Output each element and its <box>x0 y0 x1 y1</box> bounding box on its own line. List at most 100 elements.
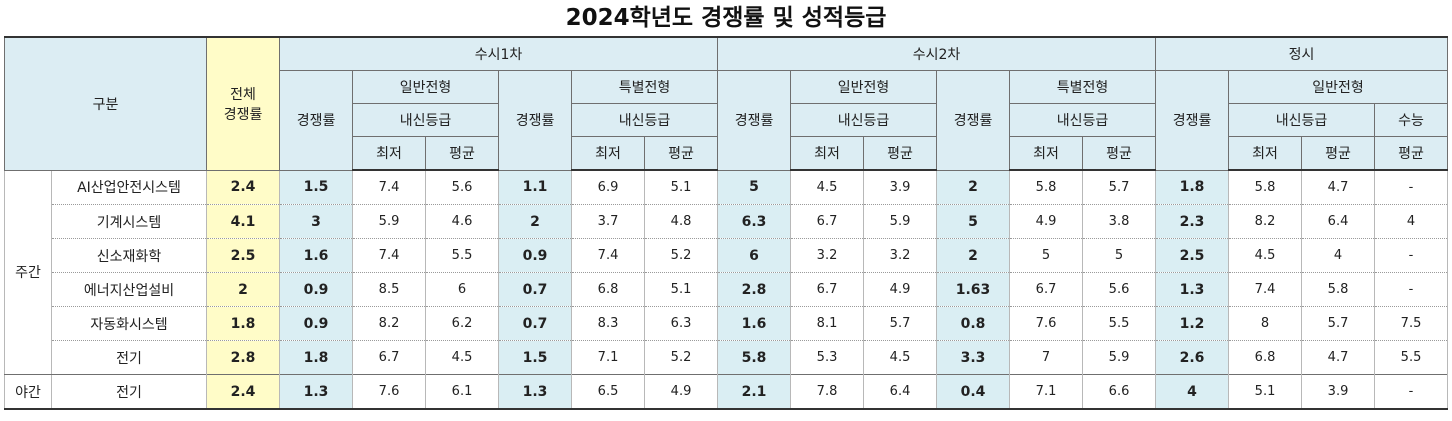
header-min: 최저 <box>571 136 646 171</box>
dept-name: 에너지산업설비 <box>50 272 208 307</box>
cell-j-rate: 2.3 <box>1155 204 1230 239</box>
cell-s1-g-avg: 6 <box>425 272 500 307</box>
cell-s2-s-min: 5 <box>1009 238 1084 273</box>
cell-s1-g-min: 8.5 <box>352 272 427 307</box>
cell-s1-g-avg: 5.5 <box>425 238 500 273</box>
cell-s2-g-avg: 4.5 <box>863 340 938 375</box>
header-jeongsi: 정시 <box>1155 36 1449 71</box>
header-s2-naesin: 내신등급 <box>790 103 938 137</box>
header-min: 최저 <box>352 136 427 171</box>
header-min: 최저 <box>790 136 865 171</box>
cell-j-min: 4.5 <box>1228 238 1303 273</box>
cell-s1-s-min: 6.9 <box>571 170 646 205</box>
header-j-rate: 경쟁률 <box>1155 70 1230 171</box>
cell-s1-g-min: 6.7 <box>352 340 427 375</box>
cell-s2-s-min: 7.1 <box>1009 374 1084 410</box>
cell-s2-g-avg: 3.9 <box>863 170 938 205</box>
cell-j-suneung: - <box>1374 238 1449 273</box>
cell-j-avg: 4.7 <box>1301 340 1376 375</box>
header-s1-naesin: 내신등급 <box>352 103 500 137</box>
cell-j-avg: 4.7 <box>1301 170 1376 205</box>
header-avg: 평균 <box>1374 136 1449 171</box>
page-title: 2024학년도 경쟁률 및 성적등급 <box>565 5 887 31</box>
cell-s1-rate: 1.3 <box>279 374 354 410</box>
cell-s1-rate: 0.9 <box>279 272 354 307</box>
cell-j-suneung: - <box>1374 374 1449 410</box>
cell-j-suneung: - <box>1374 272 1449 307</box>
cell-s2-g-min: 6.7 <box>790 204 865 239</box>
cell-s1-rate: 1.8 <box>279 340 354 375</box>
cell-total: 2.4 <box>206 374 281 410</box>
cell-s1-g-avg: 5.6 <box>425 170 500 205</box>
cell-total: 1.8 <box>206 306 281 341</box>
cell-s2-g-avg: 6.4 <box>863 374 938 410</box>
header-total-rate: 전체 경쟁률 <box>206 36 281 171</box>
cell-total: 2.4 <box>206 170 281 205</box>
header-s1-ilban: 일반전형 <box>352 70 500 104</box>
cell-j-rate: 1.2 <box>1155 306 1230 341</box>
cell-s1-s-rate: 1.1 <box>498 170 573 205</box>
cell-s1-s-rate: 0.7 <box>498 272 573 307</box>
header-avg: 평균 <box>425 136 500 171</box>
cell-j-rate: 2.5 <box>1155 238 1230 273</box>
cell-s1-s-min: 6.5 <box>571 374 646 410</box>
table-body: 주간 AI산업안전시스템 2.4 1.5 7.4 5.6 1.1 6.9 5.1 5 4.5 3.9 2… <box>4 170 1449 410</box>
cell-s1-g-min: 7.4 <box>352 170 427 205</box>
dept-name: 신소재화학 <box>50 238 208 273</box>
dept-name: 전기 <box>50 374 208 410</box>
dept-name: 기계시스템 <box>50 204 208 239</box>
cell-s2-s-rate: 5 <box>936 204 1011 239</box>
cell-j-avg: 6.4 <box>1301 204 1376 239</box>
header-j-suneung: 수능 <box>1374 103 1449 137</box>
cell-s1-s-min: 7.1 <box>571 340 646 375</box>
cell-j-min: 7.4 <box>1228 272 1303 307</box>
cell-j-rate: 2.6 <box>1155 340 1230 375</box>
header-s1-rate: 경쟁률 <box>279 70 354 171</box>
header-min: 최저 <box>1009 136 1084 171</box>
cell-s2-s-avg: 6.6 <box>1082 374 1157 410</box>
cell-s2-g-avg: 3.2 <box>863 238 938 273</box>
header-susi2: 수시2차 <box>717 36 1157 71</box>
cell-s1-s-avg: 5.1 <box>644 170 719 205</box>
cell-s1-g-avg: 4.5 <box>425 340 500 375</box>
cell-s2-s-rate: 1.63 <box>936 272 1011 307</box>
cell-s2-s-avg: 5.7 <box>1082 170 1157 205</box>
header-avg: 평균 <box>1082 136 1157 171</box>
cell-s2-g-avg: 4.9 <box>863 272 938 307</box>
admission-stats-table: 구분 전체 경쟁률 수시1차 수시2차 정시 경쟁률 일반전형 경쟁률 특별전형… <box>3 36 1449 410</box>
group-night: 야간 <box>4 374 52 410</box>
cell-s1-s-avg: 4.9 <box>644 374 719 410</box>
header-total-line1: 전체 <box>230 86 256 103</box>
cell-j-min: 5.8 <box>1228 170 1303 205</box>
cell-s1-s-min: 6.8 <box>571 272 646 307</box>
cell-s2-rate: 5 <box>717 170 792 205</box>
cell-s1-rate: 1.5 <box>279 170 354 205</box>
header-avg: 평균 <box>644 136 719 171</box>
table-row: 에너지산업설비 2 0.9 8.5 6 0.7 6.8 5.1 2.8 6.7 4.9 1.63 6.7… <box>5 272 1449 307</box>
cell-s2-g-min: 6.7 <box>790 272 865 307</box>
cell-s1-g-min: 8.2 <box>352 306 427 341</box>
header-s1-special-rate: 경쟁률 <box>498 70 573 171</box>
cell-j-rate: 4 <box>1155 374 1230 410</box>
header-s2-special-rate: 경쟁률 <box>936 70 1011 171</box>
cell-s2-g-min: 5.3 <box>790 340 865 375</box>
group-day: 주간 <box>4 170 52 375</box>
dept-name: 전기 <box>50 340 208 375</box>
cell-s2-g-min: 3.2 <box>790 238 865 273</box>
cell-s1-g-avg: 4.6 <box>425 204 500 239</box>
cell-s2-g-min: 4.5 <box>790 170 865 205</box>
cell-s2-s-avg: 5.9 <box>1082 340 1157 375</box>
cell-s2-rate: 6.3 <box>717 204 792 239</box>
table-header: 구분 전체 경쟁률 수시1차 수시2차 정시 경쟁률 일반전형 경쟁률 특별전형… <box>3 36 1449 171</box>
header-j-ilban: 일반전형 <box>1228 70 1449 104</box>
cell-s2-s-min: 6.7 <box>1009 272 1084 307</box>
cell-j-avg: 4 <box>1301 238 1376 273</box>
cell-s2-s-avg: 3.8 <box>1082 204 1157 239</box>
cell-s2-s-avg: 5 <box>1082 238 1157 273</box>
cell-j-min: 5.1 <box>1228 374 1303 410</box>
header-min: 최저 <box>1228 136 1303 171</box>
dept-name: 자동화시스템 <box>50 306 208 341</box>
cell-s1-s-min: 7.4 <box>571 238 646 273</box>
cell-j-rate: 1.3 <box>1155 272 1230 307</box>
table-row: 야간 전기 2.4 1.3 7.6 6.1 1.3 6.5 4.9 2.1 7.8 6.4 0.4 7.1… <box>4 374 1449 410</box>
